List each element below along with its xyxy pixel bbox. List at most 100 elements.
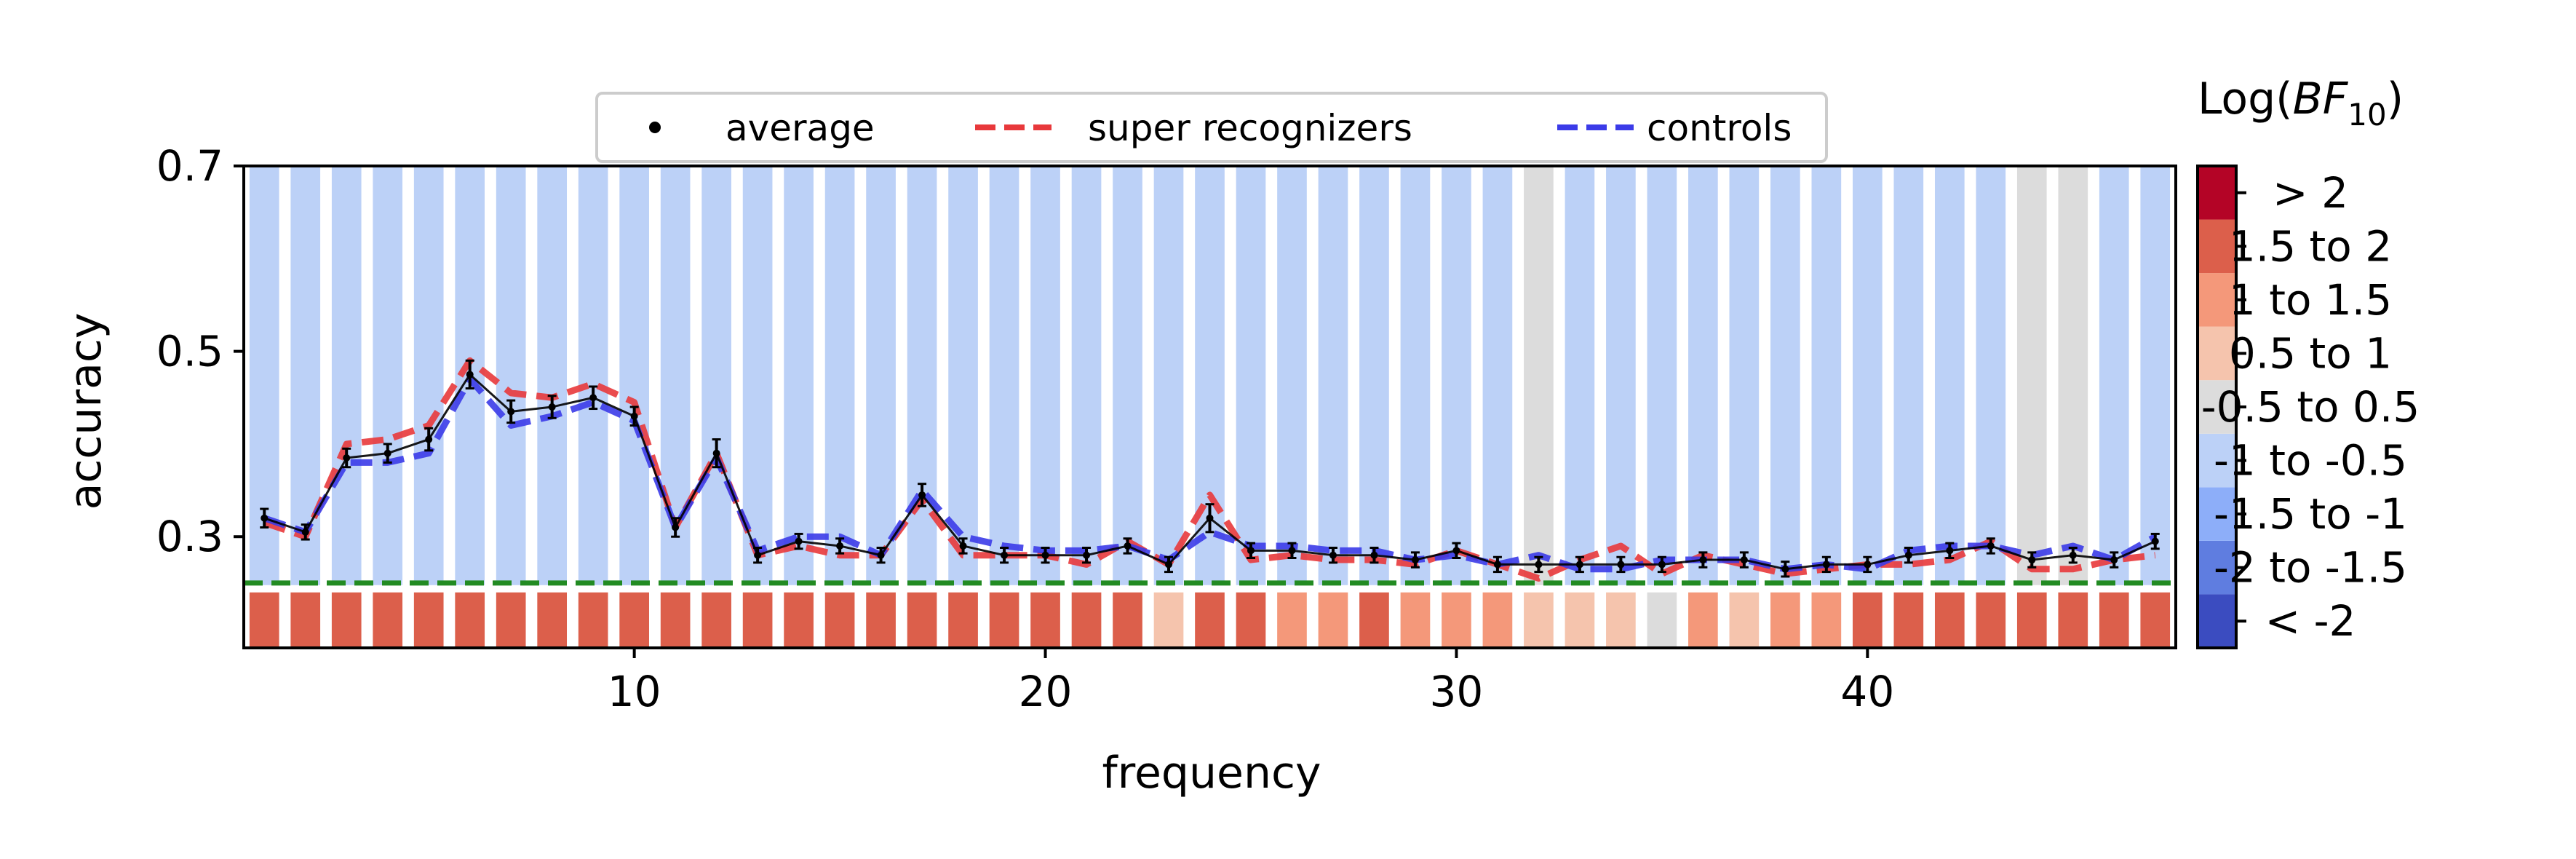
background-bar xyxy=(2058,166,2088,585)
average-point xyxy=(1083,551,1091,559)
bayes-factor-cell xyxy=(660,592,691,646)
background-bar xyxy=(1934,166,1965,585)
background-bar xyxy=(948,166,978,585)
background-bar xyxy=(619,166,649,585)
background-bar xyxy=(784,166,814,585)
average-point xyxy=(548,403,556,411)
background-bar xyxy=(2140,166,2171,585)
background-bar xyxy=(1071,166,1102,585)
background-bar xyxy=(1606,166,1636,585)
colorbar-label: 0.5 to 1 xyxy=(2229,328,2392,378)
bayes-factor-cell xyxy=(1770,592,1800,646)
background-bar xyxy=(1647,166,1677,585)
background-bar xyxy=(907,166,937,585)
bayes-factor-cell xyxy=(1934,592,1965,646)
average-point xyxy=(1658,561,1666,569)
background-bar xyxy=(537,166,568,585)
plot-frame xyxy=(242,165,2177,649)
average-point xyxy=(1411,556,1419,564)
x-tick-label: 10 xyxy=(608,667,661,716)
average-point xyxy=(1329,551,1337,559)
y-tick-label: 0.5 xyxy=(156,327,223,376)
colorbar-label: 1 to 1.5 xyxy=(2229,275,2392,325)
bayes-factor-cell xyxy=(1195,592,1225,646)
colorbar-segment xyxy=(2198,540,2236,595)
colorbar-frame xyxy=(2196,165,2238,649)
bayes-factor-cell xyxy=(1729,592,1760,646)
background-bar xyxy=(1688,166,1718,585)
background-bar xyxy=(866,166,896,585)
colorbar: < -2-2 to -1.5-1.5 to -1-1 to -0.5-0.5 t… xyxy=(2196,165,2420,649)
average-point xyxy=(1370,551,1378,559)
colorbar-segment xyxy=(2198,326,2236,381)
average-point xyxy=(2151,537,2159,545)
bayes-factor-cell xyxy=(455,592,485,646)
background-bar xyxy=(1030,166,1060,585)
bayes-factor-cell xyxy=(1113,592,1142,646)
y-axis-label: accuracy xyxy=(60,313,111,510)
bayes-factor-cell xyxy=(866,592,896,646)
bayes-factor-cell xyxy=(1688,592,1718,646)
background-bar xyxy=(1524,166,1554,585)
bayes-factor-cell xyxy=(1976,592,2006,646)
x-axis-ticks: 10 20 30 40 xyxy=(608,648,1894,716)
average-point xyxy=(1946,547,1954,555)
bayes-factor-cell xyxy=(2099,592,2129,646)
bayes-factor-cell xyxy=(948,592,978,646)
y-axis-ticks: 0.3 0.5 0.7 xyxy=(156,141,244,561)
colorbar-label: -1.5 to -1 xyxy=(2214,489,2407,539)
average-point xyxy=(1041,551,1049,559)
background-bar xyxy=(1318,166,1348,585)
average-point xyxy=(2069,551,2077,559)
x-axis-label: frequency xyxy=(1102,748,1321,799)
average-point xyxy=(877,551,885,559)
bayes-factor-cell xyxy=(331,592,362,646)
bayes-factor-cell xyxy=(1236,592,1266,646)
series-line-super-recognizers xyxy=(263,357,2156,582)
bayes-factor-cell xyxy=(496,592,526,646)
average-point xyxy=(918,491,926,499)
series-line-controls xyxy=(263,376,2157,573)
average-point xyxy=(2028,556,2036,564)
bayes-factor-cell xyxy=(1030,592,1060,646)
average-point xyxy=(754,551,762,559)
colorbar-label: -0.5 to 0.5 xyxy=(2201,382,2420,432)
average-point xyxy=(383,449,391,457)
average-point xyxy=(1001,551,1009,559)
background-bar xyxy=(1811,166,1842,585)
background-bar xyxy=(1442,166,1471,585)
average-point xyxy=(301,528,309,536)
bayes-factor-cell xyxy=(907,592,937,646)
background-bar xyxy=(824,166,855,585)
bayes-factor-cell xyxy=(2016,592,2047,646)
average-point xyxy=(1493,561,1501,569)
average-point xyxy=(1617,561,1625,569)
bayes-factor-cell xyxy=(2058,592,2088,646)
background-bar xyxy=(1852,166,1883,585)
bayes-factor-cell xyxy=(1318,592,1348,646)
average-point xyxy=(630,412,638,420)
y-tick-label: 0.7 xyxy=(156,141,223,191)
average-point xyxy=(507,408,515,416)
background-bar xyxy=(1482,166,1513,585)
bayes-factor-cell xyxy=(1482,592,1513,646)
average-point xyxy=(1247,547,1255,555)
average-point xyxy=(1781,565,1789,573)
average-point xyxy=(1987,542,1995,550)
average-point xyxy=(466,371,474,379)
average-point xyxy=(1124,542,1132,550)
average-point xyxy=(1206,514,1214,522)
average-point xyxy=(1740,556,1748,564)
average-point xyxy=(959,542,967,550)
colorbar-segment xyxy=(2198,273,2236,327)
y-tick-label: 0.3 xyxy=(156,512,223,561)
bayes-factor-cell xyxy=(619,592,649,646)
colorbar-label: < -2 xyxy=(2265,596,2356,646)
bayes-factor-cell xyxy=(701,592,731,646)
average-point xyxy=(1165,561,1173,569)
bayes-factor-cell xyxy=(784,592,814,646)
bayes-factor-cell xyxy=(1811,592,1842,646)
bayes-factor-cell xyxy=(1153,592,1184,646)
background-bars xyxy=(249,166,2171,585)
